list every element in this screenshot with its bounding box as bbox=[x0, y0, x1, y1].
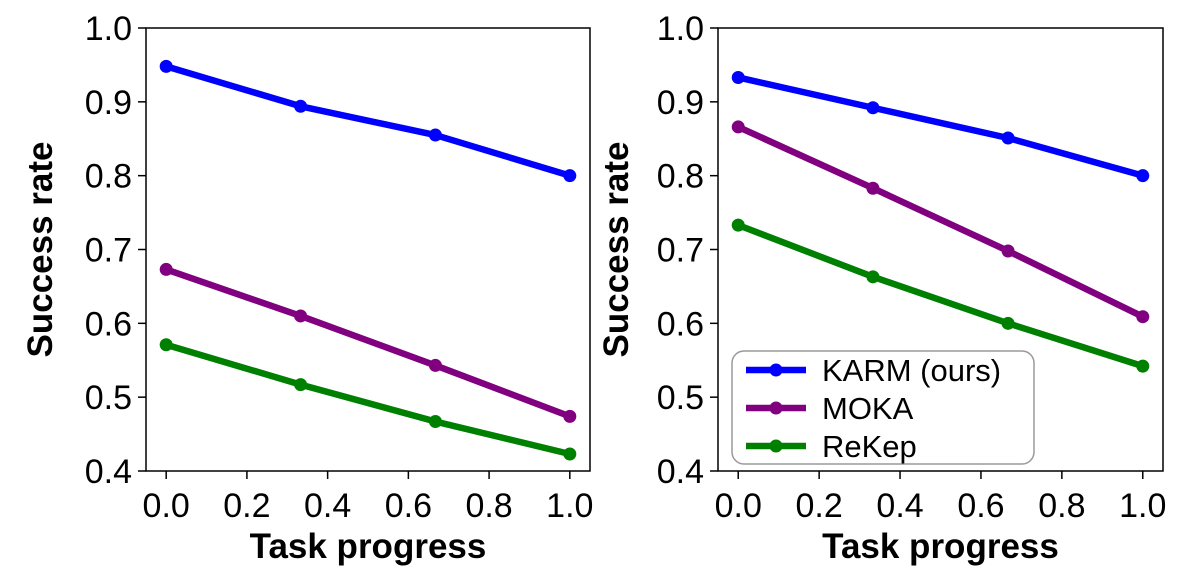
data-point-rekep bbox=[1136, 359, 1150, 373]
series-line-rekep bbox=[165, 341, 571, 458]
data-point-moka bbox=[731, 120, 745, 134]
y-tick-label: 0.8 bbox=[657, 158, 704, 196]
x-tick-label: 0.2 bbox=[223, 487, 270, 525]
y-tick-label: 1.0 bbox=[85, 10, 132, 48]
data-point-rekep bbox=[563, 447, 577, 461]
data-point-karm bbox=[428, 128, 442, 142]
legend-label-moka: MOKA bbox=[822, 391, 914, 426]
data-point-moka bbox=[428, 358, 442, 372]
y-tick-label: 0.6 bbox=[85, 305, 132, 343]
legend-label-rekep: ReKep bbox=[822, 429, 917, 464]
x-axis-title: Task progress bbox=[250, 527, 487, 566]
x-axis-title: Task progress bbox=[822, 527, 1059, 566]
data-point-rekep bbox=[731, 218, 745, 232]
legend-marker-karm bbox=[769, 363, 783, 377]
y-tick-label: 1.0 bbox=[657, 10, 704, 48]
data-point-karm bbox=[159, 59, 173, 73]
y-tick-label: 0.5 bbox=[85, 379, 132, 417]
y-tick-label: 0.4 bbox=[85, 453, 132, 491]
series-line-moka bbox=[736, 123, 1145, 320]
data-point-karm bbox=[866, 101, 880, 115]
x-tick-label: 0.2 bbox=[796, 487, 843, 525]
data-point-karm bbox=[731, 70, 745, 84]
y-tick-label: 0.6 bbox=[657, 305, 704, 343]
y-tick-label: 0.7 bbox=[85, 232, 132, 270]
series-line-rekep bbox=[737, 222, 1144, 370]
data-point-moka bbox=[294, 309, 308, 323]
x-tick-label: 1.0 bbox=[1119, 487, 1166, 525]
data-point-karm bbox=[563, 169, 577, 183]
x-tick-label: 0.4 bbox=[876, 487, 923, 525]
data-point-rekep bbox=[1001, 316, 1015, 330]
data-point-moka bbox=[1001, 244, 1015, 258]
y-tick-label: 0.4 bbox=[657, 453, 704, 491]
series-line-karm bbox=[165, 63, 571, 179]
y-tick-label: 0.7 bbox=[657, 232, 704, 270]
x-tick-label: 1.0 bbox=[546, 487, 593, 525]
legend-marker-moka bbox=[769, 401, 783, 415]
data-point-moka bbox=[866, 181, 880, 195]
x-tick-label: 0.6 bbox=[385, 487, 432, 525]
data-point-moka bbox=[159, 262, 173, 276]
y-tick-label: 0.8 bbox=[85, 158, 132, 196]
data-point-karm bbox=[294, 99, 308, 113]
data-point-rekep bbox=[866, 270, 880, 284]
x-tick-label: 0.4 bbox=[304, 487, 351, 525]
legend-marker-rekep bbox=[769, 439, 783, 453]
y-axis-title: Success rate bbox=[21, 142, 60, 358]
legend-label-karm: KARM (ours) bbox=[822, 353, 1001, 388]
data-point-moka bbox=[1136, 310, 1150, 324]
data-point-rekep bbox=[294, 378, 308, 392]
legend-box bbox=[731, 350, 1035, 465]
y-tick-label: 0.9 bbox=[657, 84, 704, 122]
x-tick-label: 0.0 bbox=[143, 487, 190, 525]
x-tick-label: 0.0 bbox=[715, 487, 762, 525]
y-axis-title: Success rate bbox=[597, 142, 636, 358]
y-tick-label: 0.5 bbox=[657, 379, 704, 417]
y-tick-label: 0.9 bbox=[85, 84, 132, 122]
series-line-karm bbox=[737, 74, 1144, 179]
data-point-karm bbox=[1001, 131, 1015, 145]
x-tick-label: 0.8 bbox=[1038, 487, 1085, 525]
data-point-rekep bbox=[159, 338, 173, 352]
series-line-moka bbox=[165, 266, 571, 420]
chart-1: 0.4 0.5 0.6 0.7 0.8 0.9 1.0 0.0 0.2 0.4 0.6 0.8 1.0 T… bbox=[21, 10, 593, 566]
chart-2: 0.4 0.5 0.6 0.7 0.8 0.9 1.0 0.0 0.2 0.4 0.6 0.8 1.0 T… bbox=[597, 10, 1166, 566]
data-point-moka bbox=[563, 409, 577, 423]
data-point-karm bbox=[1136, 169, 1150, 183]
x-tick-label: 0.6 bbox=[957, 487, 1004, 525]
data-point-rekep bbox=[428, 415, 442, 429]
x-tick-label: 0.8 bbox=[465, 487, 512, 525]
